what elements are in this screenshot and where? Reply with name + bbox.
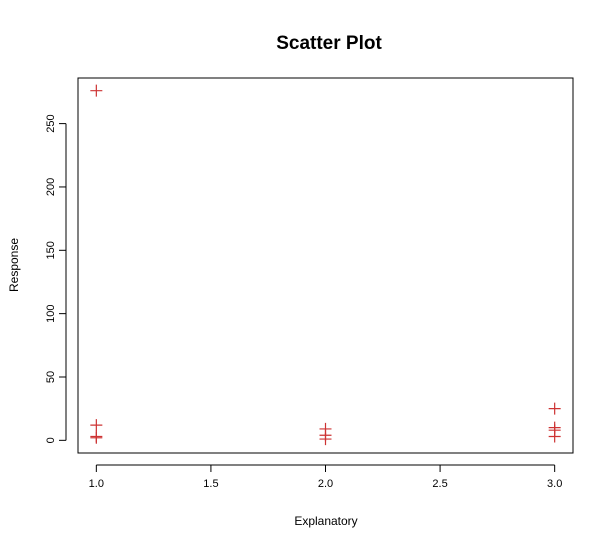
x-axis: 1.0 1.5 2.0 2.5 3.0 [89,464,562,490]
y-tick-label: 50 [45,371,57,383]
y-tick-label: 0 [45,437,57,443]
y-tick-label: 200 [45,178,57,196]
x-tick-label: 3.0 [547,478,562,490]
x-tick-label: 1.5 [203,478,218,490]
data-points [90,84,561,446]
y-axis: 0 50 100 150 200 250 [45,114,67,443]
data-point [548,430,561,443]
data-point [90,84,103,97]
data-point [319,433,332,446]
x-axis-label: Explanatory [294,514,357,528]
data-point [548,402,561,415]
plot-area-frame [77,77,574,454]
x-tick-label: 2.5 [432,478,447,490]
data-point [90,431,103,444]
x-tick-label: 2.0 [318,478,333,490]
x-tick-label: 1.0 [89,478,104,490]
y-tick-label: 100 [45,304,57,322]
chart-title: Scatter Plot [276,33,382,54]
data-point [90,419,103,432]
y-tick-label: 250 [45,114,57,132]
y-tick-label: 150 [45,241,57,259]
y-axis-label: Response [7,238,21,292]
